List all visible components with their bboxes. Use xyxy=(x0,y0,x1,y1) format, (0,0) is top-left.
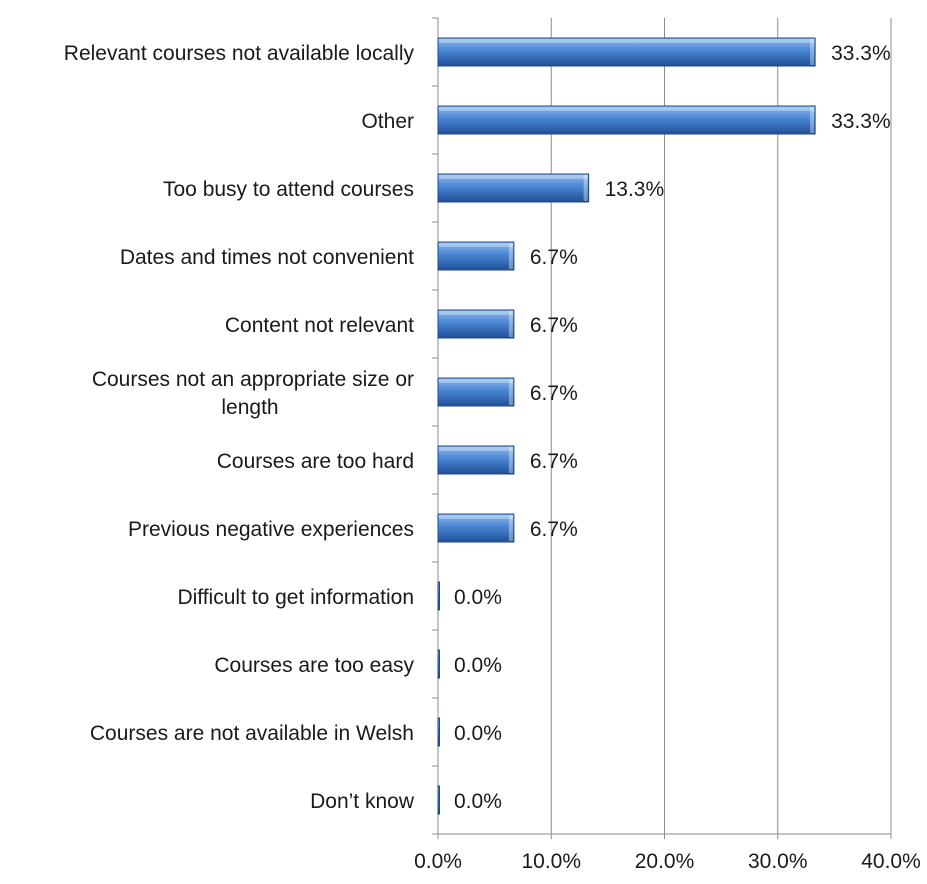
bar-group xyxy=(437,649,440,679)
data-label: 6.7% xyxy=(530,382,578,405)
bar xyxy=(437,513,515,543)
data-label: 33.3% xyxy=(831,42,891,65)
bar-top-highlight xyxy=(439,379,513,383)
data-label: 13.3% xyxy=(605,178,665,201)
data-label: 6.7% xyxy=(530,518,578,541)
x-tick-label: 10.0% xyxy=(521,850,581,873)
bar-end-highlight xyxy=(508,515,513,541)
bar xyxy=(437,309,515,339)
x-tick-label: 0.0% xyxy=(414,850,462,873)
category-label: Previous negative experiences xyxy=(128,518,414,541)
bar-group xyxy=(437,717,440,747)
bar-group xyxy=(437,309,515,339)
category-label: Courses are not available in Welsh xyxy=(90,722,414,745)
bar-group xyxy=(437,105,816,135)
data-label: 0.0% xyxy=(454,586,502,609)
bar xyxy=(437,37,816,67)
bar-end-highlight xyxy=(508,311,513,337)
bar-end-highlight xyxy=(508,379,513,405)
data-label: 0.0% xyxy=(454,790,502,813)
data-label: 0.0% xyxy=(454,654,502,677)
category-label: Dates and times not convenient xyxy=(120,246,414,269)
bar xyxy=(437,649,440,679)
category-label: Relevant courses not available locally xyxy=(64,42,415,65)
bar xyxy=(437,173,590,203)
category-label: Courses are too easy xyxy=(214,654,414,677)
bars xyxy=(437,37,816,815)
bar-top-highlight xyxy=(439,243,513,247)
bar-group xyxy=(437,377,515,407)
bar xyxy=(437,717,440,747)
category-label: Courses are too hard xyxy=(217,450,414,473)
bar-group xyxy=(437,581,440,611)
category-label: Other xyxy=(361,110,414,133)
bar-end-highlight xyxy=(583,175,588,201)
data-label: 6.7% xyxy=(530,314,578,337)
bar xyxy=(437,241,515,271)
bar xyxy=(437,581,440,611)
bar-group xyxy=(437,37,816,67)
category-label: Too busy to attend courses xyxy=(163,178,414,201)
bar-end-highlight xyxy=(810,39,815,65)
bar xyxy=(437,445,515,475)
x-tick-label: 40.0% xyxy=(861,850,921,873)
data-label: 6.7% xyxy=(530,450,578,473)
category-label: Content not relevant xyxy=(225,314,414,337)
bar-top-highlight xyxy=(439,39,815,43)
data-label: 6.7% xyxy=(530,246,578,269)
gridlines xyxy=(550,18,892,834)
category-label: Difficult to get information xyxy=(177,586,414,609)
bar-group xyxy=(437,785,440,815)
bar-end-highlight xyxy=(508,243,513,269)
axes: 0.0% 10.0% 20.0% 30.0% 40.0% xyxy=(414,17,921,873)
data-label: 0.0% xyxy=(454,722,502,745)
bar-top-highlight xyxy=(439,515,513,519)
labels: Relevant courses not available locally 33… xyxy=(64,42,891,813)
bar-group xyxy=(437,513,515,543)
bar-end-highlight xyxy=(508,447,513,473)
bar-top-highlight xyxy=(439,107,815,111)
bar xyxy=(437,377,515,407)
bar-top-highlight xyxy=(439,311,513,315)
bar xyxy=(437,105,816,135)
category-label: length xyxy=(221,396,278,419)
x-tick-label: 30.0% xyxy=(748,850,808,873)
bar-group xyxy=(437,241,515,271)
bar-group xyxy=(437,173,590,203)
category-label: Courses not an appropriate size or xyxy=(92,368,414,391)
bar-group xyxy=(437,445,515,475)
category-label: Don’t know xyxy=(310,790,415,813)
bar xyxy=(437,785,440,815)
x-tick-label: 20.0% xyxy=(635,850,695,873)
bar-end-highlight xyxy=(810,107,815,133)
data-label: 33.3% xyxy=(831,110,891,133)
bar-top-highlight xyxy=(439,175,588,179)
bar-top-highlight xyxy=(439,447,513,451)
